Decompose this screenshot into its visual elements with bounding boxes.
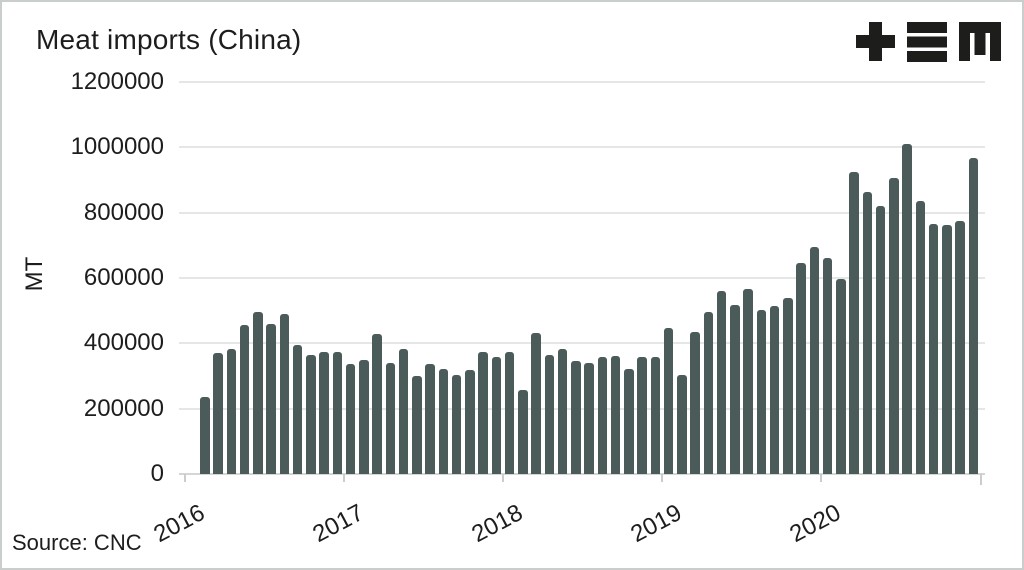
y-tick-label: 800000 (83, 198, 164, 226)
plus-icon (856, 22, 895, 61)
x-tick-label: 2016 (149, 499, 210, 549)
bar (597, 357, 608, 474)
bar (849, 172, 859, 474)
bar (769, 305, 780, 474)
bar (955, 221, 965, 474)
bar (306, 354, 316, 474)
three-bars-icon (907, 22, 947, 62)
bar (809, 246, 820, 474)
bar (531, 332, 541, 474)
x-tick-mark (343, 474, 345, 482)
bar (875, 205, 886, 474)
bar (557, 348, 568, 474)
x-tick-label: 2020 (785, 499, 846, 549)
chart-title: Meat imports (China) (36, 24, 302, 55)
bar (504, 351, 515, 474)
x-tick-mark (820, 474, 822, 482)
bar (425, 364, 435, 474)
bar (451, 374, 462, 474)
bar (518, 390, 528, 474)
y-tick-label: 0 (150, 460, 164, 487)
bar (836, 278, 846, 474)
gridline (179, 211, 985, 214)
bar (398, 348, 409, 474)
bar (412, 376, 422, 474)
bar (822, 258, 833, 474)
y-tick-label: 1000000 (70, 133, 164, 161)
bar (730, 305, 740, 474)
bar (902, 144, 912, 474)
bar (438, 368, 449, 474)
bar (889, 178, 899, 474)
bar (650, 356, 661, 474)
gridline (179, 81, 985, 83)
bar (928, 224, 939, 474)
bar (385, 363, 396, 474)
source-label: Source: CNC (12, 530, 142, 555)
x-tick-label: 2019 (626, 499, 687, 549)
bar (942, 225, 952, 474)
bar (584, 363, 594, 474)
bar (226, 348, 237, 474)
gridline (179, 146, 985, 149)
y-tick-label: 200000 (83, 394, 164, 422)
bar (703, 311, 714, 474)
x-axis-line (179, 473, 985, 475)
gridline (179, 342, 985, 345)
bar (478, 351, 488, 474)
bar (345, 364, 356, 474)
bar (200, 397, 210, 474)
bar (253, 312, 263, 474)
bar (491, 356, 502, 474)
bar (690, 331, 700, 474)
bar (677, 374, 687, 474)
bar (571, 360, 581, 474)
bar (544, 354, 555, 474)
bar (743, 289, 753, 474)
bar (862, 191, 873, 474)
bar (716, 291, 727, 474)
bar (465, 369, 475, 474)
x-tick-label: 2018 (467, 499, 528, 549)
bar (915, 201, 926, 474)
bar (796, 263, 806, 474)
plus-bars-m-logo (856, 22, 1001, 62)
gridline (179, 277, 985, 279)
bar (637, 357, 647, 474)
x-tick-mark (502, 474, 504, 482)
bar (624, 369, 634, 474)
bar (756, 310, 767, 474)
x-axis-end-tick (980, 474, 982, 485)
x-tick-label: 2017 (308, 499, 369, 549)
y-tick-label: 600000 (83, 264, 164, 291)
y-tick-label: 1200000 (70, 68, 164, 95)
y-tick-label: 400000 (83, 329, 164, 357)
bar (663, 327, 674, 474)
bar (359, 359, 369, 474)
bar (783, 298, 793, 474)
m-icon (959, 22, 1001, 61)
bar (319, 351, 329, 474)
bar (332, 352, 343, 474)
bar (266, 323, 276, 474)
x-tick-mark (661, 474, 663, 482)
bar (213, 353, 223, 474)
bar (239, 325, 250, 474)
bar (610, 356, 621, 474)
bar (292, 344, 303, 474)
bar (372, 333, 382, 474)
gridline (179, 407, 985, 410)
bar (279, 314, 290, 474)
x-tick-mark (184, 474, 186, 482)
bar (968, 158, 979, 474)
